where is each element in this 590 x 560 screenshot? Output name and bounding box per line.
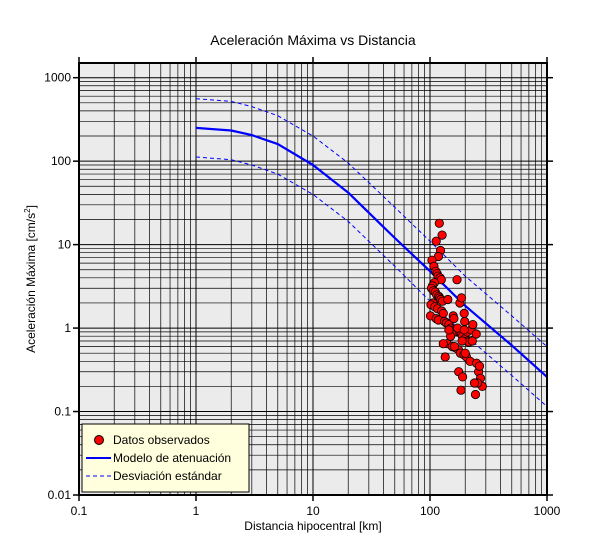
y-tick-label: 1000 [44, 71, 71, 85]
observed-point [457, 336, 467, 346]
observed-point [440, 352, 450, 362]
observed-point [431, 236, 441, 246]
legend-marker-icon [94, 435, 104, 445]
y-tick-label: 100 [51, 154, 71, 168]
legend-label-deviation: Desviación estándar [113, 469, 222, 483]
y-axis-label-end: ] [24, 205, 38, 208]
x-tick-label: 0.1 [71, 504, 88, 518]
x-tick-label: 10 [306, 504, 320, 518]
observed-point [459, 325, 469, 335]
grid-major [79, 63, 547, 495]
observed-point [469, 378, 480, 388]
y-tick-label: 1 [64, 321, 71, 335]
observed-point [467, 336, 477, 346]
observed-point [468, 319, 478, 330]
y-tick-label: 0.1 [54, 405, 71, 419]
observed-point [459, 308, 469, 318]
x-tick-label: 1000 [534, 504, 561, 518]
y-axis-label-main: Aceleración Máxima [cm/s [24, 213, 38, 353]
y-axis-label: Aceleración Máxima [cm/s2] [23, 205, 38, 353]
observed-point [456, 293, 467, 303]
observed-point [460, 348, 470, 358]
observed-point [474, 361, 485, 371]
observed-point [457, 372, 468, 382]
x-tick-label: 100 [420, 504, 440, 518]
y-tick-label: 0.01 [48, 488, 72, 502]
observed-point [456, 385, 466, 395]
std-deviation-line [195, 98, 548, 347]
legend: Datos observados Modelo de atenuación De… [81, 423, 250, 493]
legend-label-model: Modelo de atenuación [113, 451, 231, 465]
tick-labels: 0.1 1 10 100 1000 0.01 0.1 1 10 100 1000 [44, 71, 560, 518]
legend-label-observed: Datos observados [113, 433, 210, 447]
attenuation-model-line [195, 126, 548, 378]
y-tick-label: 10 [58, 238, 72, 252]
observed-point [452, 275, 462, 285]
observed-point [434, 218, 444, 228]
observed-point [437, 230, 447, 240]
observed-point [449, 313, 459, 324]
observed-point [444, 325, 454, 335]
observed-point [460, 316, 470, 327]
observed-data-markers [425, 218, 487, 400]
chart-title: Aceleración Máxima vs Distancia [210, 32, 416, 48]
observed-point [443, 294, 453, 305]
x-tick-label: 1 [193, 504, 200, 518]
axis-ticks [73, 57, 553, 501]
y-axis-label-superscript: 2 [23, 208, 32, 213]
observed-point [449, 341, 460, 352]
observed-point [470, 389, 481, 400]
model-lines [195, 98, 548, 407]
observed-point [471, 329, 481, 339]
std-deviation-line [195, 156, 548, 407]
observed-point [438, 339, 448, 349]
x-axis-label: Distancia hipocentral [km] [244, 519, 381, 533]
